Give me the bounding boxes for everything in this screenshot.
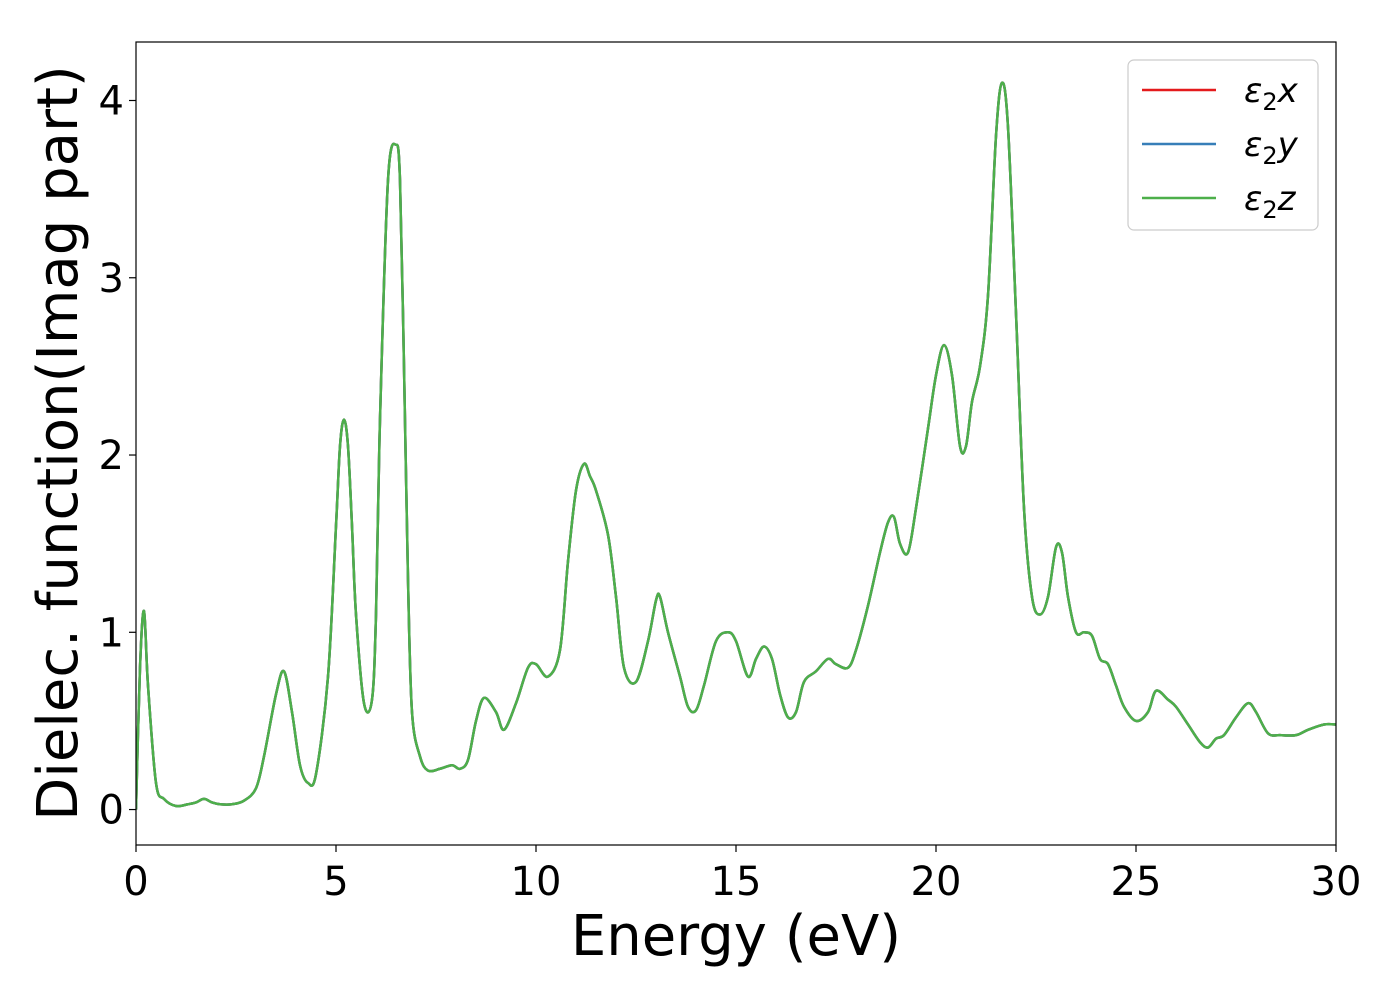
x-axis-ticks: 0 5 10 15 20 25 30 <box>123 845 1361 905</box>
series-line-z <box>136 81 1336 810</box>
x-tick-label: 20 <box>911 859 962 905</box>
x-tick-label: 30 <box>1311 859 1362 905</box>
y-axis-label: Dielec. function(Imag part) <box>26 65 91 821</box>
x-axis-label: Energy (eV) <box>571 904 901 969</box>
y-tick-label: 3 <box>99 256 124 302</box>
x-tick-label: 5 <box>323 859 348 905</box>
series-layer <box>136 81 1336 810</box>
legend-label-z: ε2z <box>1244 179 1297 224</box>
legend-frame <box>1127 59 1319 231</box>
legend-label-y: ε2y <box>1244 125 1299 170</box>
x-tick-label: 0 <box>123 859 148 905</box>
y-axis-ticks: 0 1 2 3 4 <box>99 78 136 834</box>
y-tick-label: 1 <box>99 610 124 656</box>
x-tick-label: 15 <box>711 859 762 905</box>
legend: ε2x ε2y ε2z <box>1127 59 1319 231</box>
y-tick-label: 2 <box>99 433 124 479</box>
y-tick-label: 4 <box>99 78 124 124</box>
legend-label-x: ε2x <box>1244 71 1299 116</box>
x-tick-label: 25 <box>1111 859 1162 905</box>
y-tick-label: 0 <box>99 788 124 834</box>
x-tick-label: 10 <box>511 859 562 905</box>
